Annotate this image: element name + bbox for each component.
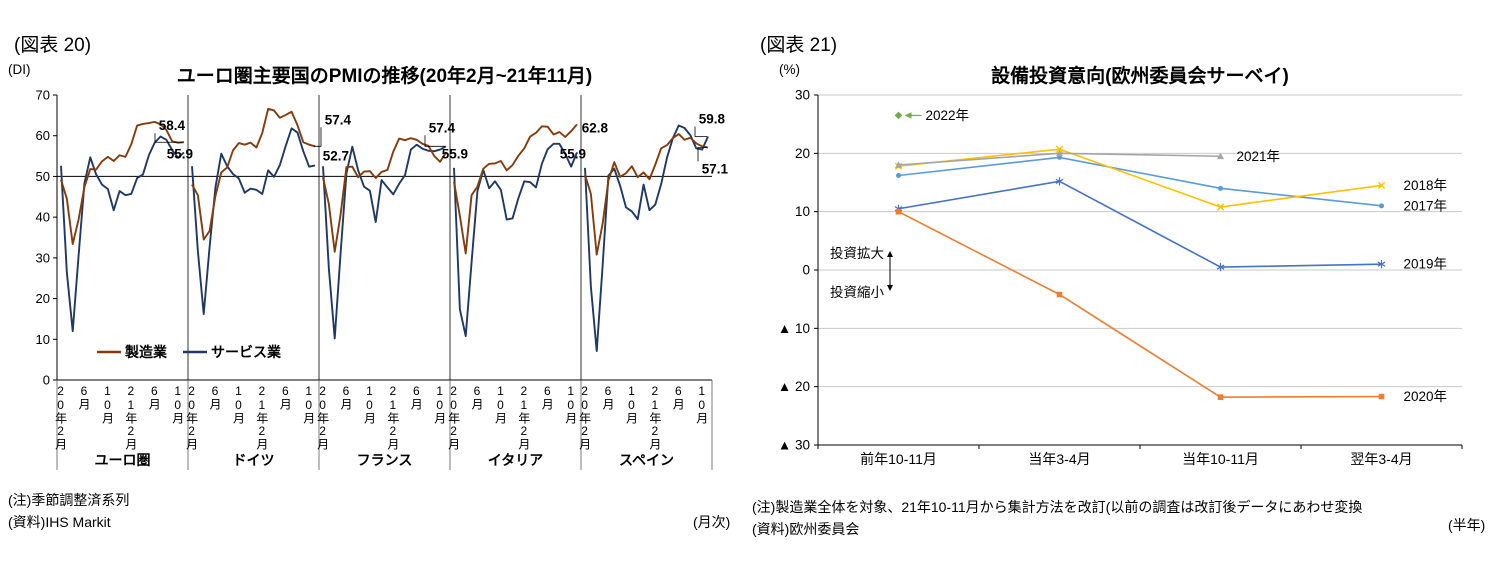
series-line-0 [898,156,1382,207]
legend-label: サービス業 [211,344,282,360]
y-tick-label: 70 [36,88,50,103]
marker-square [1217,394,1224,400]
marker-x [1055,145,1064,153]
y-tick-label: 0 [802,263,810,278]
y-tick-label: 30 [795,88,810,103]
marker-square [1056,291,1063,298]
annotation-leader [694,126,707,137]
pmi-services-line [322,143,447,340]
series-line-1 [898,148,1382,208]
y-tick-label: 10 [795,204,810,219]
series-label: 2019年 [1404,257,1448,272]
legend-label: 製造業 [124,344,168,360]
y-tick-label: 10 [36,332,50,347]
expand-label: 投資拡大 [830,246,884,261]
marker-x [1377,181,1386,190]
annotation-leader [697,147,707,162]
y-tick-label: 60 [36,128,50,143]
y-tick-label: ▲ 30 [778,438,810,453]
pmi-annotation: 62.8 [582,120,609,135]
y-tick-label: 0 [43,373,50,388]
x-category-label: 当年10-11月 [1182,451,1259,467]
pmi-annotation: 55.9 [442,146,468,161]
pmi-services-line [453,142,578,337]
pmi-annotation: 58.4 [159,118,186,133]
marker-circle [1218,185,1223,191]
double-arrow-up [887,251,893,257]
series-label: 2022年 [926,108,970,123]
double-arrow-down [887,285,893,291]
x-category-label: 前年10-11月 [860,451,937,467]
marker-x [1216,203,1225,211]
marker-circle [1379,203,1384,209]
y-tick-label: 20 [36,291,50,306]
pmi-manufacturing-line [453,123,578,255]
shrink-label: 投資縮小 [830,285,884,300]
series-label: 2021年 [1237,149,1281,164]
x-category-label: 翌年3-4月 [1350,451,1412,467]
annotation-leader [424,135,445,147]
y-tick-label: 50 [36,169,50,184]
pmi-annotation: 59.8 [699,112,726,127]
y-tick-label: 30 [36,250,50,265]
pmi-manufacturing-line [60,120,185,245]
annotation-leader [314,127,322,147]
x-category-label: 当年3-4月 [1028,451,1090,467]
marker-triangle [1217,152,1224,160]
series-label: 2017年 [1404,198,1448,213]
y-tick-label: ▲ 10 [778,321,810,336]
pmi-manufacturing-line [322,137,447,253]
marker-square [895,208,902,215]
series-line-2 [898,180,1382,268]
annotation-leader [154,133,183,143]
pmi-annotation: 55.9 [560,146,586,161]
pmi-annotation: 52.7 [323,148,349,163]
pmi-manufacturing-line [584,133,709,256]
pmi-manufacturing-line [191,107,316,241]
label-arrowhead [904,112,912,119]
pmi-annotation: 57.1 [702,162,729,177]
marker-asterisk [1377,259,1386,269]
marker-asterisk [1055,177,1064,186]
pmi-annotation: 57.4 [325,112,352,127]
marker-triangle [1056,149,1063,157]
series-line-3 [898,210,1382,398]
pmi-annotation: 57.4 [429,120,456,135]
y-tick-label: 20 [795,146,810,161]
pmi-annotation: 55.9 [167,146,193,161]
pmi-services-line [60,135,185,333]
marker-circle [896,173,901,178]
marker-square [1378,393,1385,400]
pmi-services-line [584,124,709,353]
marker-asterisk [1216,262,1225,272]
series-label: 2020年 [1404,389,1448,404]
y-tick-label: ▲ 20 [778,379,810,394]
marker-triangle [895,161,902,168]
marker-diamond [894,111,903,120]
y-tick-label: 40 [36,210,50,225]
series-label: 2018年 [1404,178,1448,193]
